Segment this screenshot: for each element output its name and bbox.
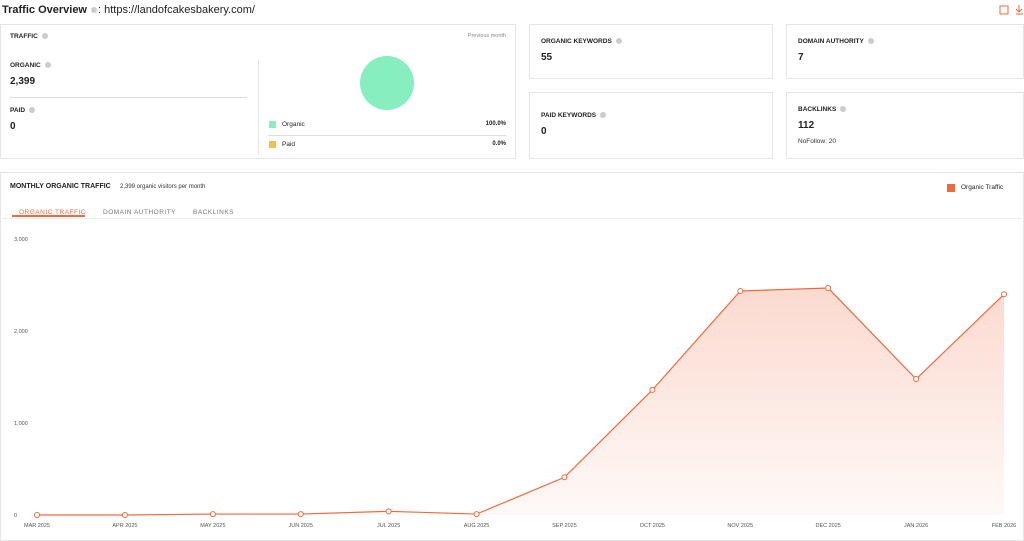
info-icon[interactable]	[44, 62, 51, 69]
monthly-subtitle: 2,399 organic visitors per month	[120, 184, 206, 190]
legend-swatch	[269, 141, 276, 148]
legend-value: 100.0%	[485, 121, 506, 127]
x-tick-label: DEC 2025	[815, 523, 840, 529]
edit-icon[interactable]	[999, 5, 1009, 15]
info-icon[interactable]	[840, 106, 847, 113]
tab-rule	[0, 218, 1024, 219]
period: Previous month	[467, 33, 506, 39]
point	[209, 511, 216, 518]
organic-keywords-card	[529, 24, 773, 79]
tab[interactable]: ORGANIC TRAFFIC	[19, 209, 86, 216]
card-value: 112	[798, 120, 815, 131]
point	[649, 386, 656, 393]
toolbar-icons[interactable]	[998, 4, 1024, 16]
line-chart: 0 1,000 2,000 3,000 MAR 2025 APR 2025 MAY 2025…	[14, 237, 1016, 529]
legend-name: Organic Traffic	[961, 184, 1004, 191]
legend-swatch	[269, 121, 276, 128]
paid-value: 0	[10, 121, 16, 132]
line	[37, 287, 1005, 516]
paid-label: PAID	[10, 107, 36, 114]
point	[297, 511, 304, 518]
legend-swatch	[947, 184, 955, 192]
point	[34, 512, 40, 518]
title-text: Traffic Overview	[2, 4, 87, 16]
x-tick-label: SEP 2025	[552, 523, 577, 529]
divider	[10, 97, 247, 98]
point	[913, 376, 920, 383]
tab[interactable]: DOMAIN AUTHORITY	[103, 209, 177, 216]
label-text: TRAFFIC	[10, 33, 38, 40]
info-icon[interactable]	[615, 38, 622, 45]
divider	[268, 135, 506, 136]
y-tick-label: 3,000	[14, 237, 28, 243]
card-label: BACKLINKS	[798, 106, 847, 113]
paid-keywords-card	[529, 92, 773, 159]
backlinks-card	[786, 92, 1024, 159]
info-icon[interactable]	[867, 38, 874, 45]
label-text: PAID	[10, 107, 26, 114]
point	[737, 287, 744, 294]
organic-label: ORGANIC	[10, 62, 51, 69]
card-label: DOMAIN AUTHORITY	[798, 38, 874, 45]
monthly-title: MONTHLY ORGANIC TRAFFIC	[10, 183, 111, 190]
legend-name: Organic	[282, 121, 305, 128]
legend-name: Paid	[282, 141, 296, 148]
card-value: 0	[541, 126, 547, 137]
domain-authority-card	[786, 24, 1024, 79]
pie-slice	[360, 56, 414, 110]
x-tick-label: AUG 2025	[464, 523, 490, 529]
x-tick-label: JUN 2025	[288, 523, 312, 529]
point	[473, 511, 480, 518]
x-tick-label: NOV 2025	[727, 523, 753, 529]
url: : https://landofcakesbakery.com/	[98, 4, 255, 16]
card-value: 7	[798, 52, 804, 63]
pie	[360, 56, 414, 110]
organic-value: 2,399	[10, 76, 36, 87]
y-tick-label: 2,000	[14, 329, 28, 335]
card-value: 55	[541, 52, 553, 63]
label-text: PAID KEYWORDS	[541, 112, 597, 119]
label-text: DOMAIN AUTHORITY	[798, 38, 864, 45]
point	[1001, 291, 1007, 298]
point	[825, 285, 832, 292]
info-icon[interactable]	[600, 112, 607, 119]
area	[37, 288, 1004, 515]
traffic-label: TRAFFIC	[10, 33, 48, 40]
x-tick-label: MAY 2025	[200, 523, 225, 529]
page-title: Traffic Overview	[2, 4, 97, 16]
card-note: NoFollow: 20	[798, 138, 836, 145]
x-tick-label: OCT 2025	[640, 523, 665, 529]
y-tick-label: 0	[14, 513, 17, 519]
card-label: PAID KEYWORDS	[541, 112, 607, 119]
info-icon[interactable]	[91, 7, 97, 14]
legend-value: 0.0%	[492, 141, 506, 147]
download-icon[interactable]	[1015, 5, 1023, 15]
label-text: ORGANIC KEYWORDS	[541, 38, 612, 45]
y-tick-label: 1,000	[14, 421, 28, 427]
x-tick-label: FEB 2026	[992, 523, 1016, 529]
info-icon[interactable]	[29, 107, 36, 114]
divider	[258, 60, 259, 155]
label-text: BACKLINKS	[798, 106, 837, 113]
x-tick-label: MAR 2025	[24, 523, 50, 529]
x-tick-label: JAN 2026	[904, 523, 928, 529]
card-label: ORGANIC KEYWORDS	[541, 38, 622, 45]
tab-underline	[12, 215, 85, 217]
label-text: ORGANIC	[10, 62, 41, 69]
x-tick-label: JUL 2025	[377, 523, 400, 529]
tab[interactable]: BACKLINKS	[193, 209, 234, 216]
point	[121, 512, 128, 518]
point	[385, 508, 392, 515]
info-icon[interactable]	[41, 33, 48, 40]
x-tick-label: APR 2025	[112, 523, 137, 529]
point	[561, 474, 568, 481]
